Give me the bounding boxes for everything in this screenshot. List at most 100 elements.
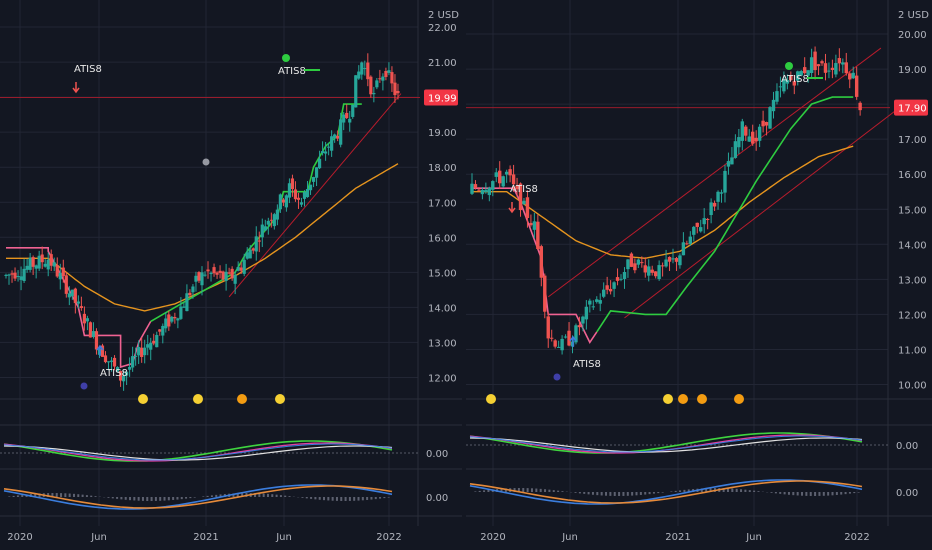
candle-up[interactable] — [841, 62, 845, 65]
candle-down[interactable] — [281, 199, 285, 203]
candle-up[interactable] — [37, 255, 41, 269]
candle-down[interactable] — [705, 219, 710, 221]
candle-down[interactable] — [546, 316, 550, 339]
candle-down[interactable] — [369, 76, 373, 95]
candle-down[interactable] — [529, 222, 533, 226]
candle-up[interactable] — [149, 342, 153, 350]
candle-up[interactable] — [317, 158, 322, 169]
candle-down[interactable] — [536, 221, 540, 250]
left-price-plot[interactable]: ATIS8 ATIS8 ATIS8 — [0, 53, 420, 391]
candle-up[interactable] — [34, 265, 38, 269]
candle-down[interactable] — [633, 263, 637, 271]
left-price-axis[interactable]: 2 USD 22.0021.0020.0019.0018.0017.0016.0… — [424, 10, 459, 384]
candle-down[interactable] — [251, 248, 255, 251]
candle-down[interactable] — [293, 189, 298, 200]
candle-up[interactable] — [19, 276, 23, 280]
candle-down[interactable] — [660, 265, 665, 267]
candle-down[interactable] — [761, 120, 765, 127]
candle-down[interactable] — [10, 273, 14, 275]
candle-up[interactable] — [699, 227, 703, 232]
candle-up[interactable] — [311, 177, 316, 182]
candle-down[interactable] — [858, 102, 862, 111]
candle-up[interactable] — [22, 268, 26, 282]
candle-up[interactable] — [182, 306, 186, 308]
candle-down[interactable] — [100, 345, 105, 357]
candle-up[interactable] — [740, 121, 745, 141]
candle-down[interactable] — [227, 272, 231, 274]
candle-down[interactable] — [640, 262, 644, 264]
candle-down[interactable] — [336, 135, 340, 139]
candle-down[interactable] — [257, 240, 261, 242]
candle-down[interactable] — [173, 317, 177, 319]
candle-up[interactable] — [91, 331, 96, 338]
candle-up[interactable] — [278, 194, 282, 210]
candle-down[interactable] — [837, 58, 842, 64]
candle-up[interactable] — [106, 361, 111, 363]
candle-up[interactable] — [709, 202, 713, 216]
candle-up[interactable] — [203, 274, 207, 276]
candle-up[interactable] — [266, 220, 270, 225]
candle-up[interactable] — [726, 161, 731, 167]
candle-up[interactable] — [778, 86, 783, 88]
candle-up[interactable] — [260, 224, 264, 238]
candle-up[interactable] — [494, 172, 498, 177]
candle-up[interactable] — [768, 107, 772, 129]
candle-up[interactable] — [176, 318, 180, 321]
candle-down[interactable] — [218, 270, 222, 273]
candle-up[interactable] — [387, 70, 391, 73]
candle-up[interactable] — [191, 286, 195, 293]
candle-down[interactable] — [49, 254, 53, 266]
left-macd-pane[interactable]: 0.00 — [3, 484, 448, 510]
candle-down[interactable] — [712, 202, 717, 207]
candle-up[interactable] — [504, 171, 509, 175]
candle-down[interactable] — [816, 64, 821, 67]
candle-down[interactable] — [854, 75, 859, 97]
candle-up[interactable] — [85, 318, 90, 322]
candle-up[interactable] — [200, 272, 204, 286]
candle-down[interactable] — [212, 267, 216, 274]
candle-down[interactable] — [31, 257, 35, 267]
candle-down[interactable] — [345, 112, 349, 119]
candle-up[interactable] — [375, 80, 379, 88]
candle-down[interactable] — [567, 330, 571, 346]
candle-up[interactable] — [563, 336, 568, 338]
candle-up[interactable] — [161, 325, 165, 336]
candle-up[interactable] — [308, 184, 313, 191]
candle-up[interactable] — [771, 99, 776, 112]
candle-up[interactable] — [109, 360, 114, 362]
candle-down[interactable] — [685, 243, 689, 245]
candle-up[interactable] — [782, 79, 786, 92]
candle-up[interactable] — [52, 262, 56, 267]
candle-up[interactable] — [275, 209, 279, 220]
candle-up[interactable] — [657, 265, 661, 280]
candle-up[interactable] — [137, 346, 141, 356]
candle-down[interactable] — [167, 314, 171, 327]
candle-up[interactable] — [209, 272, 213, 275]
candle-down[interactable] — [118, 370, 123, 381]
candle-up[interactable] — [360, 62, 364, 75]
candle-up[interactable] — [757, 126, 762, 141]
candle-up[interactable] — [584, 306, 589, 320]
candle-up[interactable] — [716, 191, 720, 202]
candle-down[interactable] — [384, 71, 388, 77]
candle-down[interactable] — [64, 275, 68, 294]
candle-up[interactable] — [381, 76, 385, 81]
candle-up[interactable] — [556, 346, 561, 348]
candle-up[interactable] — [737, 137, 741, 148]
candle-down[interactable] — [94, 331, 99, 350]
left-oscillator-pane[interactable]: 0.00 — [0, 440, 448, 462]
candle-down[interactable] — [40, 254, 44, 263]
candle-up[interactable] — [588, 300, 592, 305]
candle-down[interactable] — [290, 178, 295, 190]
candle-down[interactable] — [550, 337, 554, 339]
candle-up[interactable] — [671, 258, 675, 260]
candle-down[interactable] — [754, 137, 758, 142]
candle-down[interactable] — [518, 183, 523, 211]
candle-up[interactable] — [591, 306, 595, 308]
candle-down[interactable] — [215, 272, 219, 275]
candle-down[interactable] — [477, 189, 481, 191]
candle-up[interactable] — [324, 151, 328, 154]
candle-up[interactable] — [43, 263, 47, 267]
right-price-plot[interactable]: ATIS8 ATIS8 ATIS8 — [466, 46, 909, 381]
candle-down[interactable] — [789, 75, 793, 81]
